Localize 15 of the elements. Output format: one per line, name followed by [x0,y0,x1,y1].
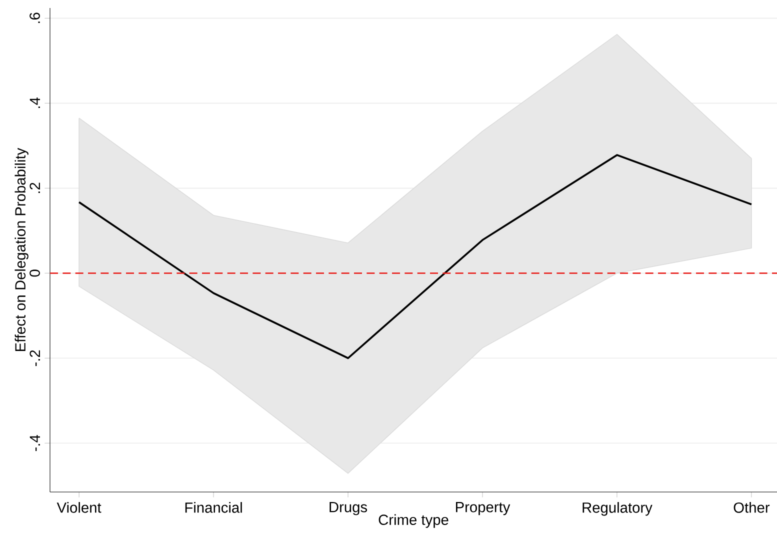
x-tick-label: Violent [56,502,102,513]
x-tick-label: Regulatory [582,502,652,516]
y-tick-label: .4 [30,98,40,108]
y-tick-label: .6 [30,12,40,23]
x-tick-label: Financial [185,502,242,513]
y-tick-label: -.4 [30,435,40,452]
y-tick-label: 0 [30,270,40,277]
y-tick-label: -.2 [30,350,40,366]
line-series [78,154,752,360]
y-axis-title: Effect on Delegation Probability [14,148,28,351]
x-axis-title: Crime type [378,514,448,528]
y-tick-label: .2 [30,182,40,193]
x-tick-label: Drugs [330,502,368,516]
x-tick-label: Other [734,502,770,513]
x-tick-label: Property [456,502,510,516]
